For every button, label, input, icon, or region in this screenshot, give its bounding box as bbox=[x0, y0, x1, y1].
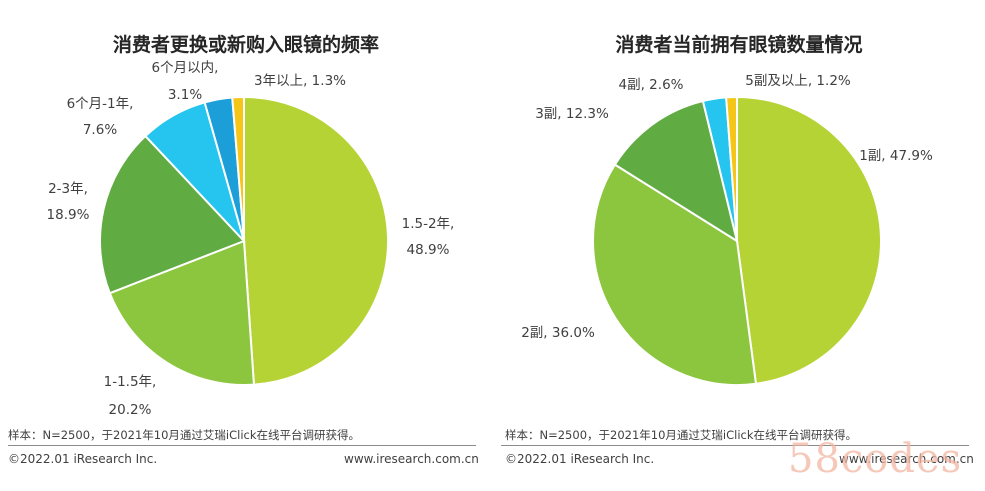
pie-slice bbox=[725, 95, 738, 242]
slice-label: 2-3年, bbox=[48, 181, 88, 197]
left-website: www.iresearch.com.cn bbox=[344, 452, 479, 466]
pie-slice bbox=[99, 134, 246, 295]
slice-label: 2副, 36.0% bbox=[521, 325, 595, 341]
right-website: www.iresearch.com.cn bbox=[839, 452, 974, 466]
watermark: 58codes bbox=[788, 436, 963, 482]
left-pie-chart: 1.5-2年, 48.9% 1-1.5年, 20.2% 2-3年, 18.9% 6个月-1年… bbox=[47, 60, 455, 418]
left-copyright: ©2022.01 iResearch Inc. bbox=[8, 452, 158, 466]
right-chart-title: 消费者当前拥有眼镜数量情况 bbox=[615, 34, 863, 56]
slice-value-label: 7.6% bbox=[83, 122, 117, 138]
right-sample-note: 样本：N=2500，于2021年10月通过艾瑞iClick在线平台调研获得。 bbox=[505, 428, 857, 442]
pie-slice bbox=[108, 239, 256, 387]
pie-slice bbox=[231, 95, 245, 242]
slice-label: 5副及以上, 1.2% bbox=[745, 73, 851, 89]
right-chart-panel: 消费者当前拥有眼镜数量情况 1副, 47.9% 2副, 36.0% 3副, 12.3… bbox=[493, 0, 985, 491]
pie-slice bbox=[613, 99, 739, 244]
slice-label: 3年以上, 1.3% bbox=[254, 73, 346, 89]
left-chart-title: 消费者更换或新购入眼镜的频率 bbox=[112, 34, 379, 56]
left-sample-note: 样本：N=2500，于2021年10月通过艾瑞iClick在线平台调研获得。 bbox=[8, 428, 360, 442]
slice-label: 1副, 47.9% bbox=[859, 148, 933, 164]
right-pie-chart: 1副, 47.9% 2副, 36.0% 3副, 12.3% 4副, 2.6% 5副及以上… bbox=[521, 73, 933, 387]
slice-value-label: 48.9% bbox=[407, 242, 450, 258]
slice-label: 1-1.5年, bbox=[104, 374, 157, 390]
slice-label: 6个月-1年, bbox=[67, 96, 134, 112]
right-footer-divider bbox=[501, 445, 969, 446]
slice-label: 4副, 2.6% bbox=[619, 77, 684, 93]
left-footer-divider bbox=[8, 445, 476, 446]
slice-value-label: 18.9% bbox=[47, 207, 90, 223]
slice-label: 6个月以内, bbox=[152, 60, 219, 76]
slice-label: 1.5-2年, bbox=[402, 216, 455, 232]
slice-label: 3副, 12.3% bbox=[535, 106, 609, 122]
pie-slice bbox=[736, 95, 883, 385]
slice-value-label: 20.2% bbox=[109, 402, 152, 418]
pie-slice bbox=[592, 163, 758, 387]
pie-slice bbox=[243, 95, 390, 386]
left-chart-panel: 消费者更换或新购入眼镜的频率 1.5-2年, 48.9% 1-1.5年, 20.2% 2… bbox=[0, 0, 492, 491]
slice-value-label: 3.1% bbox=[168, 87, 202, 103]
right-copyright: ©2022.01 iResearch Inc. bbox=[505, 452, 655, 466]
